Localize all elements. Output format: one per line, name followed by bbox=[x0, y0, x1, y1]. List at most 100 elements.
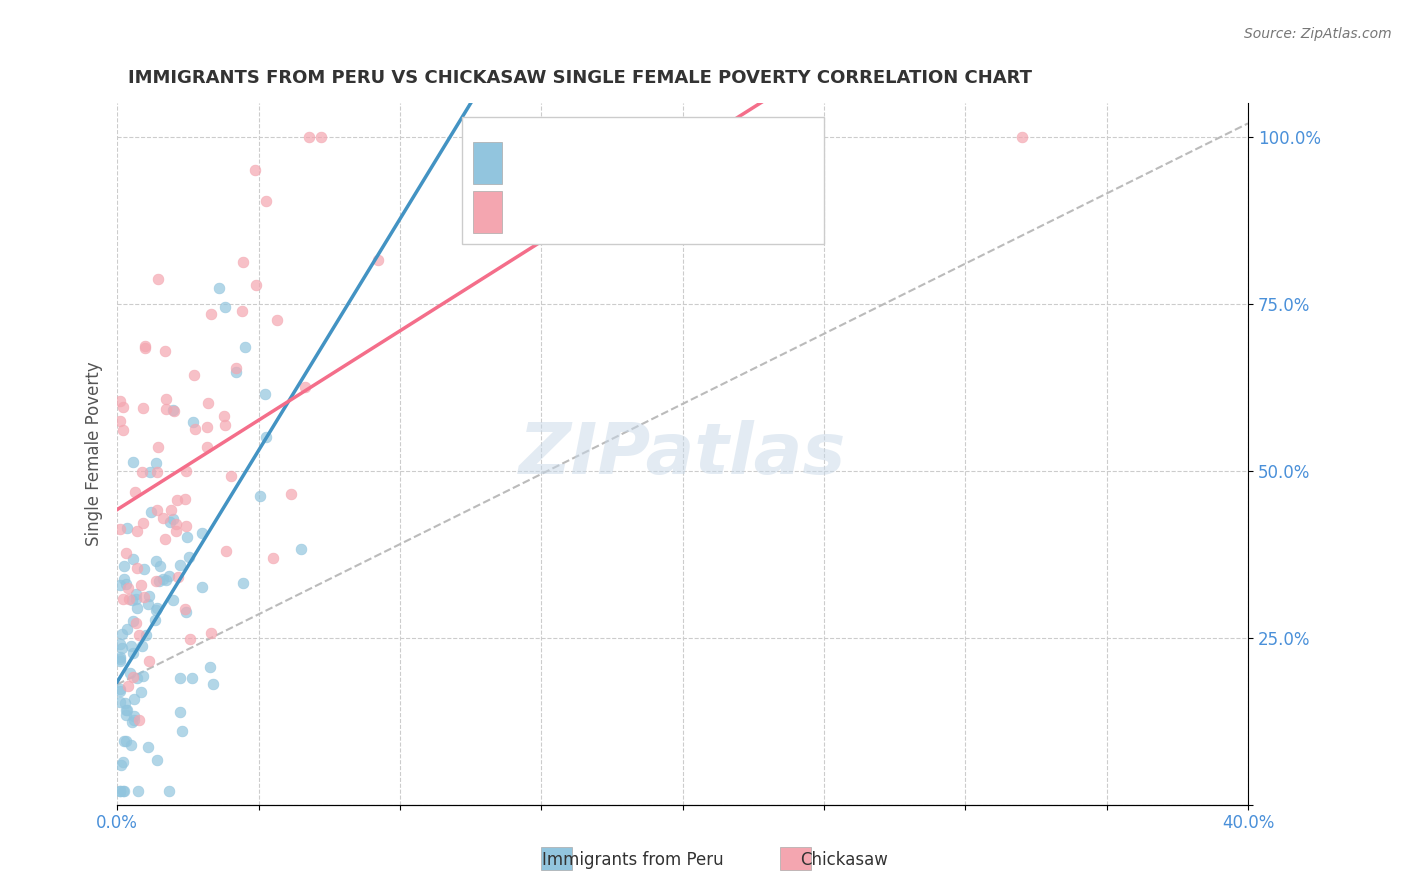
Point bbox=[122, 709, 145, 723]
Point bbox=[108, 393, 131, 408]
Point bbox=[190, 526, 212, 541]
Point bbox=[162, 403, 184, 417]
Point bbox=[197, 396, 219, 410]
Point bbox=[108, 683, 131, 698]
Point bbox=[117, 679, 139, 693]
Point bbox=[173, 491, 195, 506]
Point bbox=[149, 559, 172, 574]
Y-axis label: Single Female Poverty: Single Female Poverty bbox=[86, 361, 103, 546]
Text: R = 0.290   N = 71: R = 0.290 N = 71 bbox=[491, 191, 661, 209]
Point bbox=[160, 503, 183, 517]
Point bbox=[166, 493, 188, 508]
Point bbox=[165, 516, 187, 531]
Point bbox=[214, 301, 236, 315]
Point bbox=[112, 572, 135, 586]
Point bbox=[219, 469, 242, 483]
Point bbox=[139, 505, 162, 519]
Point bbox=[174, 605, 197, 619]
Point bbox=[118, 591, 141, 606]
Point bbox=[108, 784, 131, 798]
Point bbox=[127, 601, 149, 615]
Point bbox=[169, 671, 191, 685]
Point bbox=[145, 554, 167, 568]
Point bbox=[179, 632, 201, 646]
Point bbox=[1011, 129, 1033, 144]
Point bbox=[112, 734, 135, 748]
Point bbox=[183, 368, 205, 383]
Point bbox=[125, 591, 148, 606]
Point bbox=[152, 573, 174, 587]
Point bbox=[212, 409, 235, 424]
Point bbox=[195, 420, 218, 434]
Point bbox=[122, 614, 145, 628]
Point bbox=[132, 669, 155, 683]
Point bbox=[134, 339, 156, 353]
Point bbox=[173, 602, 195, 616]
Point bbox=[129, 578, 152, 592]
Point bbox=[125, 615, 148, 630]
Point bbox=[233, 340, 256, 354]
Point bbox=[152, 511, 174, 525]
Point bbox=[191, 580, 214, 594]
Point bbox=[245, 278, 267, 293]
Point bbox=[125, 587, 148, 601]
Point bbox=[155, 401, 177, 416]
Text: Immigrants from Peru: Immigrants from Peru bbox=[541, 851, 724, 869]
Point bbox=[266, 313, 288, 327]
Bar bbox=[474, 142, 502, 184]
Point bbox=[200, 307, 222, 321]
Point bbox=[134, 341, 156, 355]
Point bbox=[145, 456, 167, 470]
Point bbox=[262, 550, 284, 565]
Text: Source: ZipAtlas.com: Source: ZipAtlas.com bbox=[1244, 27, 1392, 41]
Point bbox=[225, 360, 247, 375]
Point bbox=[111, 627, 134, 641]
Point bbox=[232, 576, 254, 591]
Point bbox=[115, 577, 138, 591]
Point bbox=[145, 603, 167, 617]
Point bbox=[108, 637, 131, 651]
Point bbox=[114, 546, 136, 560]
Point bbox=[138, 654, 160, 668]
Point bbox=[108, 651, 131, 665]
Point bbox=[214, 418, 236, 433]
Point bbox=[172, 723, 194, 738]
Point bbox=[153, 343, 176, 358]
Point bbox=[111, 424, 134, 438]
Point bbox=[195, 440, 218, 454]
Point bbox=[111, 755, 134, 769]
Point bbox=[131, 639, 153, 653]
Point bbox=[181, 671, 204, 685]
Bar bbox=[541, 847, 572, 870]
Point bbox=[146, 440, 169, 454]
Point bbox=[155, 392, 177, 407]
Point bbox=[127, 784, 149, 798]
Point bbox=[121, 714, 143, 729]
Point bbox=[249, 490, 271, 504]
Point bbox=[208, 281, 231, 295]
Point bbox=[118, 666, 141, 681]
Point bbox=[114, 733, 136, 747]
Point bbox=[114, 696, 136, 710]
Point bbox=[129, 685, 152, 699]
Point bbox=[153, 533, 176, 547]
Point bbox=[200, 625, 222, 640]
Point bbox=[120, 738, 142, 752]
Point bbox=[169, 705, 191, 719]
Point bbox=[225, 365, 247, 379]
Point bbox=[145, 574, 167, 589]
Bar bbox=[474, 191, 502, 233]
Text: ZIPatlas: ZIPatlas bbox=[519, 419, 846, 489]
Point bbox=[110, 758, 132, 772]
Point bbox=[108, 415, 131, 429]
Text: R = 0.452   N = 92: R = 0.452 N = 92 bbox=[491, 138, 661, 156]
Point bbox=[125, 560, 148, 574]
Point bbox=[162, 512, 184, 526]
Point bbox=[157, 568, 180, 582]
Point bbox=[121, 593, 143, 607]
Point bbox=[122, 669, 145, 683]
Point bbox=[311, 129, 333, 144]
Point bbox=[108, 682, 131, 697]
Point bbox=[132, 401, 155, 416]
Bar bbox=[780, 847, 811, 870]
